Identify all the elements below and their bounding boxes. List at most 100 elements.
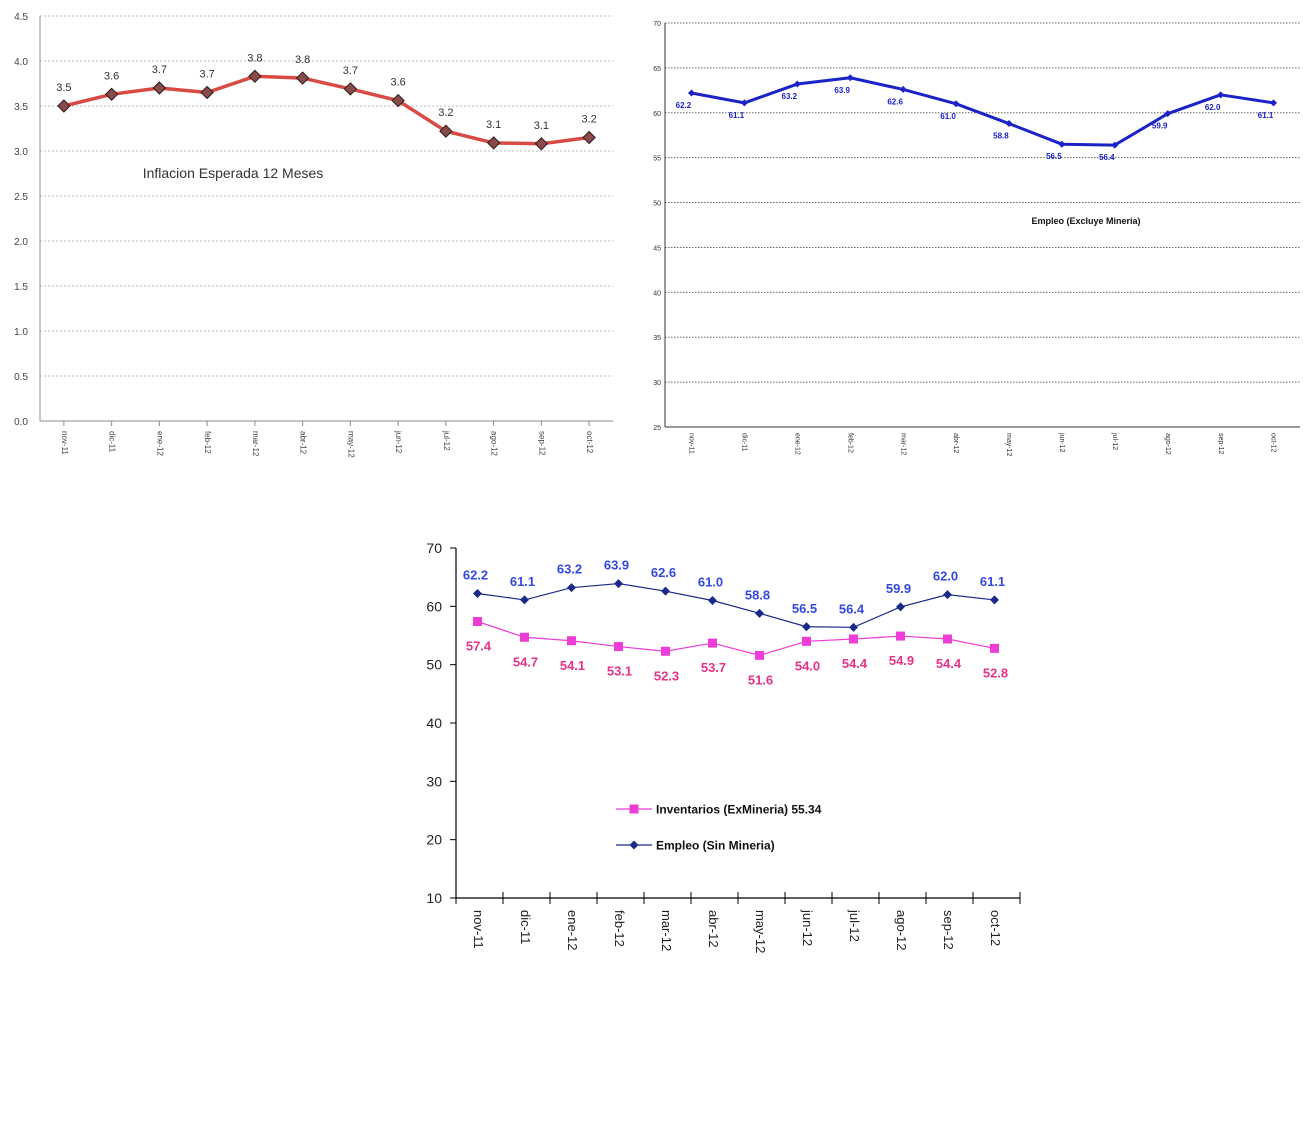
legend-inventory-label: Inventarios (ExMineria) 55.34 [656, 803, 822, 817]
x-tick-label: ene-12 [155, 431, 164, 456]
x-tick-label: sep-12 [1217, 433, 1224, 455]
data-label: 61.1 [1258, 111, 1274, 120]
employment-label: 61.0 [698, 575, 723, 590]
y-tick-label: 40 [426, 715, 442, 731]
x-tick-label: abr-12 [706, 910, 721, 948]
data-label: 56.4 [1099, 153, 1115, 162]
data-label: 3.5 [56, 82, 71, 94]
data-point [295, 71, 310, 85]
x-tick-label: dic-11 [108, 431, 117, 453]
inventory-point [708, 638, 717, 648]
data-point [248, 69, 262, 84]
x-tick-label: oct-12 [988, 910, 1003, 946]
employment-label: 62.2 [463, 568, 488, 583]
employment-point [520, 595, 529, 605]
inventory-label: 54.4 [842, 656, 868, 671]
y-tick-label: 40 [653, 290, 661, 297]
data-point [793, 80, 801, 88]
x-tick-label: jun-12 [1058, 432, 1065, 453]
data-label: 61.0 [940, 112, 956, 121]
y-tick-label: 0.5 [14, 372, 28, 383]
x-tick-label: may-12 [1005, 433, 1012, 456]
employment-label: 56.4 [839, 601, 865, 616]
data-point [200, 85, 214, 100]
inventory-point [473, 617, 482, 626]
data-point [740, 99, 748, 107]
inventory-label: 54.9 [889, 653, 914, 668]
inventory-point [990, 643, 999, 653]
employment-label: 59.9 [886, 581, 911, 596]
data-point [1270, 99, 1278, 107]
y-tick-label: 45 [653, 245, 661, 252]
employment-label: 61.1 [510, 574, 535, 589]
x-tick-label: abr-12 [299, 431, 308, 455]
y-tick-label: 0.0 [14, 417, 28, 428]
y-tick-label: 50 [653, 201, 661, 208]
x-tick-label: abr-12 [952, 433, 959, 453]
data-point [1005, 120, 1013, 128]
y-tick-label: 1.5 [14, 282, 28, 293]
y-tick-label: 35 [653, 335, 661, 342]
employment-point [896, 602, 905, 612]
inventory-point [849, 634, 858, 644]
y-tick-label: 55 [653, 156, 661, 163]
data-label: 3.2 [438, 107, 453, 119]
x-tick-label: dic-11 [741, 433, 748, 452]
employment-point [755, 608, 764, 618]
data-point [1058, 140, 1066, 148]
x-tick-label: jul-12 [442, 430, 451, 451]
x-tick-label: mar-12 [899, 433, 906, 455]
y-tick-label: 4.0 [14, 57, 28, 68]
employment-point [802, 622, 811, 632]
x-tick-label: ago-12 [1164, 433, 1171, 455]
data-point [534, 137, 549, 151]
x-tick-label: jun-12 [394, 430, 403, 454]
data-point [486, 136, 501, 150]
y-tick-label: 70 [426, 540, 442, 556]
y-tick-label: 2.5 [14, 192, 28, 203]
y-tick-label: 4.5 [14, 12, 28, 23]
employment-label: 56.5 [792, 601, 817, 616]
employment-point [943, 590, 952, 600]
employment-label: 61.1 [980, 574, 1005, 589]
data-label: 3.1 [534, 120, 549, 132]
y-tick-label: 60 [426, 598, 442, 614]
data-label: 3.7 [199, 69, 214, 81]
inventory-label: 54.0 [795, 658, 820, 673]
x-tick-label: mar-12 [251, 431, 260, 457]
data-label: 63.9 [834, 86, 850, 95]
x-tick-label: jun-12 [800, 909, 815, 946]
employment-chart-svg: 25 30 35 40 45 50 55 60 65 70 nov-11 dic-11 ene-12 fe… [653, 21, 1300, 456]
data-label: 62.6 [887, 97, 903, 106]
employment-line [691, 76, 1274, 147]
x-tick-label: may-12 [346, 431, 355, 458]
data-point [1111, 141, 1119, 149]
data-label: 63.2 [782, 92, 798, 101]
employment-point [849, 622, 858, 632]
x-tick-label: dic-11 [518, 910, 533, 944]
inflation-line [63, 74, 590, 146]
data-point [439, 124, 453, 138]
inventory-label: 51.6 [748, 672, 773, 687]
inventory-label: 54.1 [560, 658, 585, 673]
x-tick-label: ene-12 [565, 910, 580, 950]
x-tick-label: sep-12 [941, 910, 956, 950]
data-point [899, 85, 907, 93]
y-tick-label: 30 [653, 380, 661, 387]
data-point [952, 100, 960, 108]
data-label: 3.6 [390, 77, 405, 89]
inventory-employment-chart-svg: 10 20 30 40 50 60 70 nov-11 dic-11 ene-12 feb-12 ma… [426, 540, 1021, 953]
employment-label: 63.9 [604, 558, 629, 573]
x-tick-label: oct-12 [585, 431, 594, 454]
data-point [152, 81, 167, 95]
inflation-chart: 0.0 0.5 1.0 1.5 2.0 2.5 3.0 3.5 4.0 4.5 nov-11 dic-… [0, 0, 620, 470]
x-tick-label: nov-11 [471, 910, 486, 949]
employment-label: 62.0 [933, 569, 958, 584]
data-point [582, 130, 596, 145]
x-tick-label: may-12 [753, 910, 768, 953]
inventory-employment-chart: 10 20 30 40 50 60 70 nov-11 dic-11 ene-12 feb-12 ma… [400, 530, 1060, 1143]
employment-point [661, 586, 670, 596]
y-tick-label: 50 [426, 657, 442, 673]
inventory-label: 57.4 [466, 639, 492, 654]
x-tick-label: jul-12 [1111, 432, 1118, 450]
